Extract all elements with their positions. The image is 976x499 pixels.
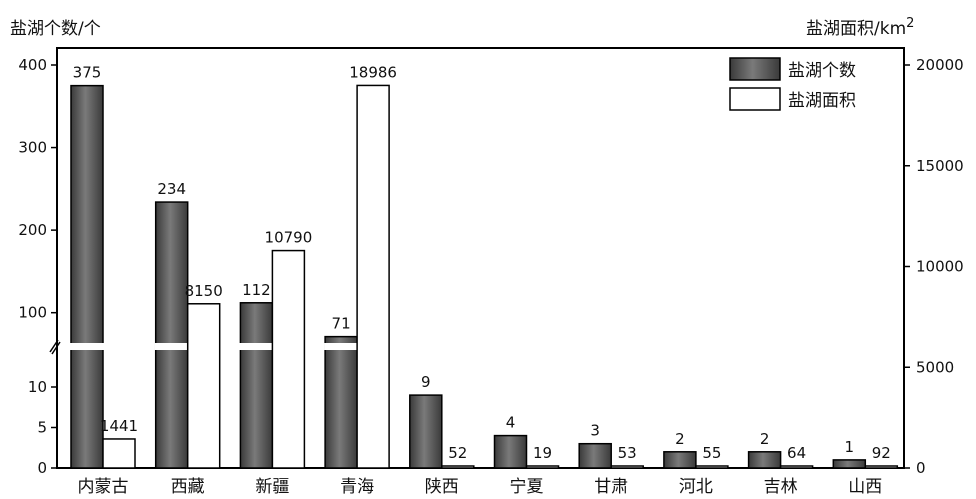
left-tick-label: 10	[28, 378, 47, 396]
category-label-1: 内蒙古	[78, 477, 129, 497]
bar-area-8	[695, 465, 729, 469]
bar-area-7	[610, 465, 644, 469]
bar-break-gap	[239, 343, 274, 350]
category-label-6: 宁夏	[510, 477, 544, 497]
bars	[70, 84, 899, 469]
right-axis-title-text: 盐湖面积/km	[806, 19, 906, 39]
category-label-8: 河北	[679, 477, 713, 497]
label-area-5: 52	[448, 444, 467, 462]
bar-area-3	[271, 249, 306, 469]
bar-count-2	[154, 201, 189, 469]
label-count-8: 2	[675, 430, 685, 448]
left-axis-title: 盐湖个数/个	[10, 19, 101, 39]
label-count-5: 9	[421, 373, 431, 391]
bar-count-3	[239, 302, 274, 469]
left-tick-label: 200	[18, 221, 47, 239]
bar-count-4	[324, 335, 358, 469]
bar-area-2	[186, 303, 221, 469]
bar-area-10	[864, 465, 899, 469]
label-count-3: 112	[242, 281, 271, 299]
bar-area-6	[525, 465, 560, 469]
category-label-9: 吉林	[764, 477, 798, 497]
bar-break-gap	[324, 343, 359, 350]
right-axis-title: 盐湖面积/km2	[806, 16, 914, 39]
category-label-5: 陕西	[425, 477, 459, 497]
label-count-6: 4	[506, 414, 516, 432]
bar-count-5	[409, 394, 443, 469]
axis-break-marker	[49, 339, 61, 355]
right-tick-label: 10000	[916, 258, 964, 276]
bar-area-9	[779, 465, 814, 469]
bar-count-9	[747, 451, 782, 469]
category-label-7: 甘肃	[594, 477, 628, 497]
label-area-10: 92	[872, 444, 891, 462]
legend-swatch-count	[729, 57, 781, 81]
right-tick-label: 5000	[916, 358, 954, 376]
category-label-2: 西藏	[171, 477, 205, 497]
left-tick-label: 5	[37, 419, 47, 437]
label-count-9: 2	[760, 430, 770, 448]
left-tick-label: 400	[18, 56, 47, 74]
right-axis-title-sup: 2	[906, 16, 914, 31]
left-axis: 0 5 10 100 200 300 400	[18, 56, 61, 477]
right-tick-label: 15000	[916, 157, 964, 175]
right-tick-label: 0	[916, 459, 926, 477]
category-label-10: 山西	[848, 477, 882, 497]
label-area-6: 19	[533, 444, 552, 462]
bar-count-1	[70, 84, 104, 469]
label-area-1: 1441	[100, 417, 138, 435]
bar-count-6	[493, 434, 528, 469]
left-tick-label: 100	[18, 304, 47, 322]
legend-label-area: 盐湖面积	[788, 91, 856, 111]
category-labels: 内蒙古 西藏 新疆 青海 陕西 宁夏 甘肃 河北 吉林 山西	[78, 477, 883, 497]
label-count-2: 234	[157, 180, 186, 198]
legend-label-count: 盐湖个数	[788, 61, 856, 81]
category-label-4: 青海	[340, 477, 374, 497]
bar-area-5	[441, 465, 475, 469]
category-label-3: 新疆	[255, 477, 289, 497]
plot-frame	[56, 47, 905, 469]
label-area-7: 53	[618, 444, 637, 462]
label-count-10: 1	[845, 438, 855, 456]
label-area-9: 64	[787, 444, 806, 462]
label-count-4: 71	[332, 315, 351, 333]
bar-area-4	[356, 84, 390, 469]
label-count-1: 375	[73, 64, 102, 82]
label-area-2: 8150	[185, 282, 223, 300]
bar-count-7	[578, 442, 612, 469]
right-axis: 0 5000 10000 15000 20000	[904, 56, 964, 477]
right-tick-label: 20000	[916, 56, 964, 74]
label-area-4: 18986	[349, 63, 397, 81]
bar-break-gap	[154, 343, 189, 350]
left-tick-label: 0	[37, 459, 47, 477]
label-area-3: 10790	[265, 229, 313, 247]
label-count-7: 3	[590, 422, 600, 440]
bar-count-8	[663, 451, 697, 469]
bar-area-1	[102, 438, 136, 469]
bar-break-gap	[70, 343, 104, 350]
bar-count-10	[832, 459, 867, 469]
label-area-8: 55	[702, 444, 721, 462]
left-tick-label: 300	[18, 139, 47, 157]
legend-swatch-area	[729, 87, 781, 111]
